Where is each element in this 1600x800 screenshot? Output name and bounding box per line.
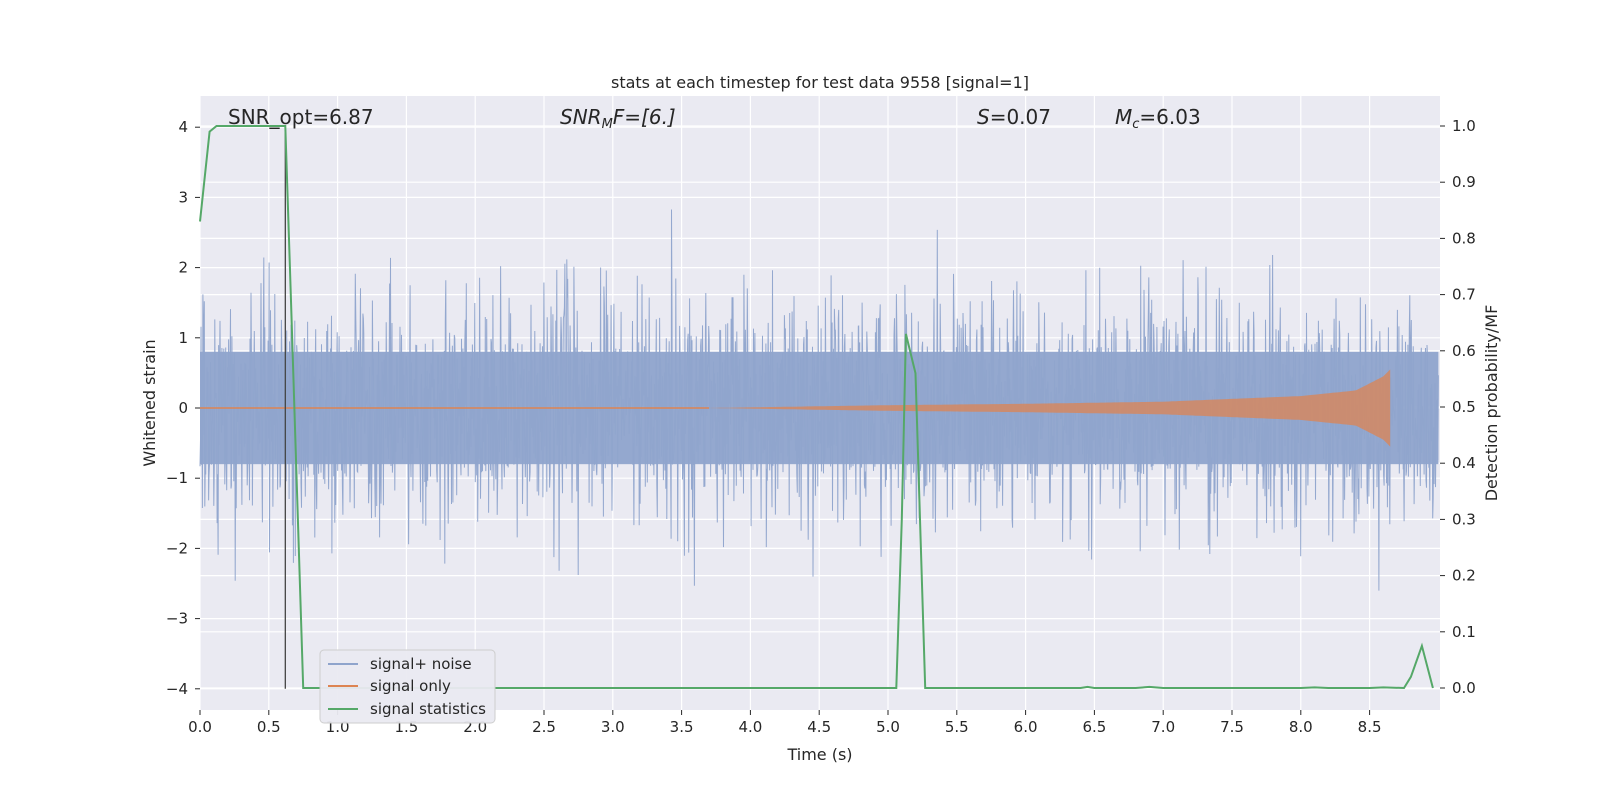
x-tick-label: 3.0: [601, 718, 625, 736]
y-left-tick-label: 3: [178, 188, 188, 206]
y-axis-label-left: Whitened strain: [140, 339, 159, 466]
x-tick-label: 0.0: [188, 718, 212, 736]
y-left-tick-label: −2: [166, 539, 188, 557]
y-left-tick-label: 4: [178, 118, 188, 136]
x-tick-label: 6.5: [1082, 718, 1106, 736]
legend-label-signal-only: signal only: [370, 677, 451, 695]
chart-title: stats at each timestep for test data 955…: [611, 73, 1029, 92]
x-tick-label: 0.5: [257, 718, 281, 736]
y-right-tick-label: 0.9: [1452, 173, 1476, 191]
y-left-tick-label: −4: [166, 680, 188, 698]
x-tick-label: 3.5: [670, 718, 694, 736]
x-tick-label: 4.5: [807, 718, 831, 736]
x-axis-label: Time (s): [786, 745, 852, 764]
annotation-snr-mf: SNRMF=[6.]: [560, 105, 676, 132]
legend: signal+ noise signal only signal statist…: [319, 649, 496, 724]
y-right-tick-label: 0.3: [1452, 510, 1476, 528]
x-tick-label: 7.0: [1151, 718, 1175, 736]
y-right-tick-label: 0.1: [1452, 623, 1476, 641]
series-signal-statistics: [199, 125, 1434, 690]
x-tick-label: 5.5: [945, 718, 969, 736]
y-left-tick-label: 2: [178, 259, 188, 277]
x-tick-label: 6.0: [1014, 718, 1038, 736]
legend-box: [319, 649, 496, 724]
y-left-tick-label: −1: [166, 469, 188, 487]
y-right-tick-label: 1.0: [1452, 117, 1476, 135]
legend-label-signal-statistics: signal statistics: [370, 700, 486, 718]
annotation-mc: Mc=6.03: [1115, 105, 1201, 132]
y-right-tick-label: 0.0: [1452, 679, 1476, 697]
legend-label-signal-plus-noise: signal+ noise: [370, 655, 472, 673]
y-right-tick-label: 0.8: [1452, 229, 1476, 247]
y-left-tick-label: 1: [178, 329, 188, 347]
axis-ticks: 0.0 0.5 1.0 1.5 2.0 2.5 3.0 3.5 4.0 4.5 5.0 5.5 6.0 6…: [166, 117, 1476, 736]
y-axis-label-right: Detection probability/MF: [1482, 305, 1501, 502]
signal-chirp-envelope: [709, 369, 1391, 447]
annotation-snr-opt: SNR_opt=6.87: [228, 105, 374, 129]
x-tick-label: 7.5: [1220, 718, 1244, 736]
y-right-tick-label: 0.2: [1452, 567, 1476, 585]
y-right-tick-label: 0.6: [1452, 342, 1476, 360]
x-tick-label: 8.0: [1289, 718, 1313, 736]
x-tick-label: 2.5: [532, 718, 556, 736]
y-right-tick-label: 0.5: [1452, 398, 1476, 416]
annotation-s: S=0.07: [977, 105, 1051, 129]
x-tick-label: 5.0: [876, 718, 900, 736]
y-right-tick-label: 0.7: [1452, 286, 1476, 304]
y-left-tick-label: 0: [178, 399, 188, 417]
signal-statistics-line: [199, 125, 1434, 690]
y-right-tick-label: 0.4: [1452, 454, 1476, 472]
x-tick-label: 4.0: [738, 718, 762, 736]
x-tick-label: 8.5: [1358, 718, 1382, 736]
y-left-tick-label: −3: [166, 610, 188, 628]
